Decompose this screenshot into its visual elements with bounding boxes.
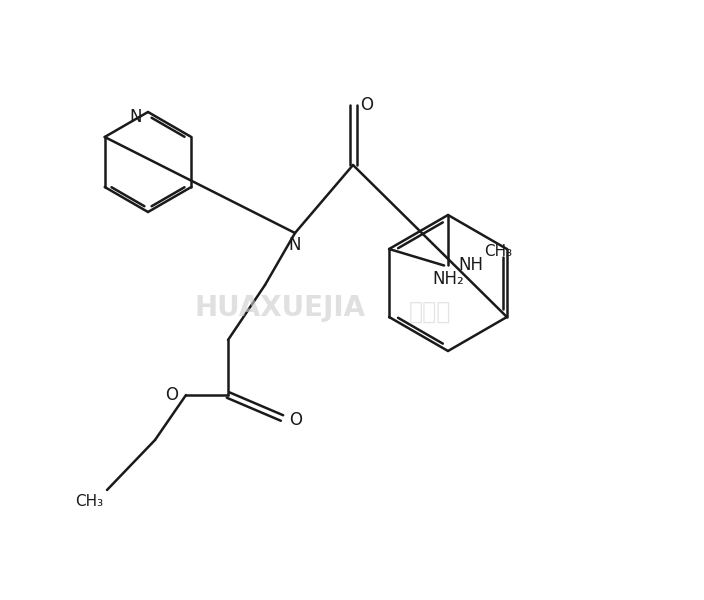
Text: NH: NH (458, 257, 483, 275)
Text: O: O (289, 411, 303, 429)
Text: CH₃: CH₃ (75, 494, 103, 509)
Text: N: N (130, 108, 142, 126)
Text: O: O (360, 96, 374, 114)
Text: NH₂: NH₂ (432, 270, 464, 288)
Text: O: O (165, 386, 179, 404)
Text: 化学加: 化学加 (409, 300, 451, 324)
Text: N: N (289, 236, 301, 254)
Text: HUAXUEJIA: HUAXUEJIA (194, 294, 365, 322)
Text: CH₃: CH₃ (484, 244, 513, 259)
